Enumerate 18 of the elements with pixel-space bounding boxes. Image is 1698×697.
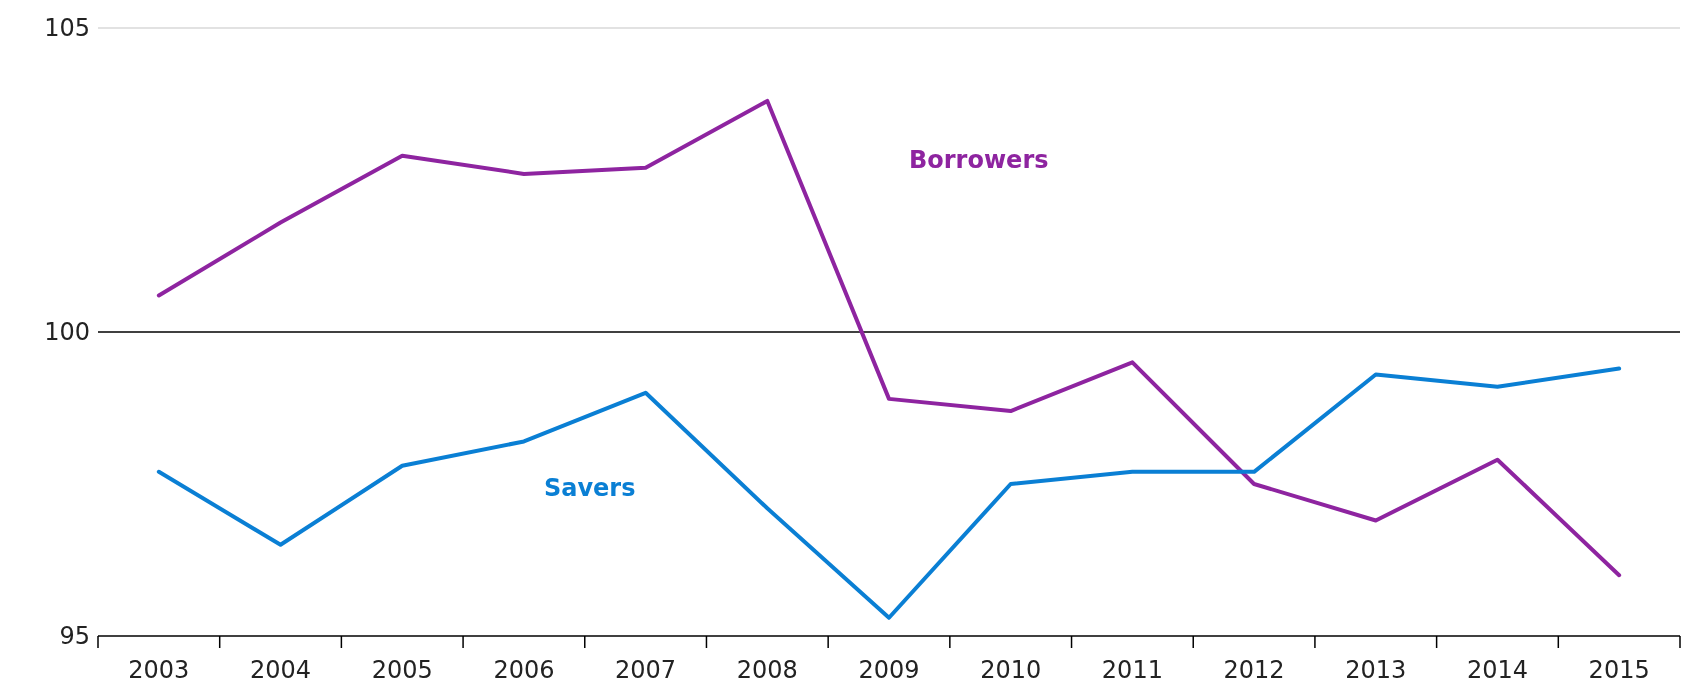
x-tick-label: 2015 xyxy=(1588,656,1650,684)
x-tick-label: 2011 xyxy=(1101,656,1163,684)
x-tick-label: 2004 xyxy=(250,656,312,684)
y-tick-label: 105 xyxy=(44,14,90,43)
x-tick-label: 2008 xyxy=(736,656,798,684)
text: Borrowers xyxy=(909,145,1049,174)
x-tick-label: 2009 xyxy=(858,656,920,684)
x-tick-label: 2014 xyxy=(1466,656,1528,684)
x-tick-label: 2010 xyxy=(980,656,1042,684)
series-label: Savers xyxy=(543,474,636,503)
y-tick-label: 95 xyxy=(59,622,90,651)
y-tick-label: 100 xyxy=(44,318,90,347)
x-tick-label: 2005 xyxy=(371,656,433,684)
x-tick-label: 2013 xyxy=(1345,656,1407,684)
x-tick-label: 2003 xyxy=(128,656,190,684)
x-tick-label: 2006 xyxy=(493,656,555,684)
x-tick-label: 2007 xyxy=(615,656,677,684)
x-tick-label: 2012 xyxy=(1223,656,1285,684)
